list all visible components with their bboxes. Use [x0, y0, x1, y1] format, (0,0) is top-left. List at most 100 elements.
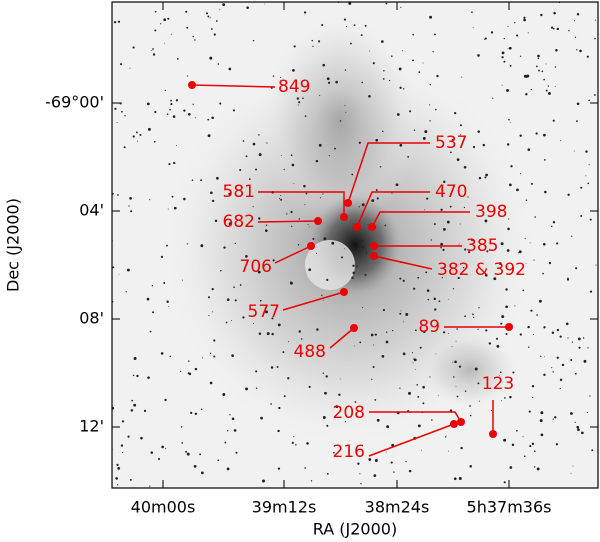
- star: [529, 242, 531, 244]
- star: [538, 69, 540, 72]
- star: [500, 400, 502, 402]
- star: [370, 333, 374, 337]
- star: [207, 15, 210, 18]
- star: [192, 103, 194, 105]
- star: [399, 387, 401, 389]
- star: [154, 29, 157, 32]
- star: [271, 317, 274, 320]
- star: [508, 218, 510, 220]
- star: [543, 356, 545, 358]
- star: [362, 307, 364, 309]
- source-label: 682: [223, 212, 255, 232]
- star: [413, 129, 416, 131]
- star: [326, 77, 330, 81]
- star: [321, 23, 324, 27]
- star: [539, 419, 543, 423]
- star: [527, 325, 530, 329]
- source-marker: [489, 430, 497, 438]
- star: [522, 289, 525, 292]
- star: [323, 237, 327, 241]
- star: [415, 368, 416, 370]
- star: [328, 155, 330, 157]
- star: [438, 300, 441, 303]
- star: [260, 416, 263, 420]
- star: [176, 58, 179, 60]
- star: [458, 477, 462, 480]
- star: [230, 320, 232, 322]
- star: [504, 214, 506, 216]
- star: [296, 97, 300, 100]
- star: [399, 277, 402, 280]
- star: [280, 194, 282, 197]
- star: [518, 252, 520, 254]
- star: [454, 111, 457, 115]
- source-marker: [505, 323, 513, 331]
- star: [407, 155, 410, 158]
- source-label: 706: [240, 257, 272, 277]
- star: [500, 322, 503, 325]
- star: [485, 329, 488, 332]
- star: [452, 361, 454, 363]
- source-label: 537: [435, 133, 467, 153]
- star: [234, 242, 236, 245]
- star: [304, 203, 306, 205]
- leader-line: [329, 327, 355, 349]
- star: [200, 408, 203, 410]
- star: [344, 248, 345, 250]
- star: [235, 299, 237, 301]
- star: [484, 38, 486, 40]
- star: [554, 85, 556, 87]
- star: [429, 120, 431, 122]
- star: [364, 24, 367, 27]
- leader-line: [274, 245, 312, 264]
- star: [560, 140, 562, 142]
- star: [137, 140, 139, 142]
- star: [120, 444, 124, 447]
- star: [594, 94, 596, 96]
- star: [426, 197, 429, 200]
- star: [228, 67, 232, 71]
- star: [587, 347, 589, 349]
- star: [518, 250, 522, 254]
- star: [478, 176, 482, 180]
- star: [359, 341, 362, 344]
- star: [419, 346, 422, 349]
- star: [160, 255, 164, 258]
- star: [131, 399, 134, 402]
- star: [226, 298, 230, 302]
- star: [305, 192, 308, 195]
- star: [379, 166, 382, 168]
- star: [291, 441, 294, 444]
- source-marker: [370, 252, 378, 260]
- star: [259, 299, 262, 302]
- star: [348, 2, 352, 5]
- star: [415, 329, 417, 332]
- star: [280, 155, 282, 156]
- star: [310, 480, 313, 482]
- star: [147, 127, 151, 131]
- star: [349, 42, 352, 45]
- star: [335, 405, 339, 409]
- source-marker: [188, 81, 196, 89]
- star: [519, 333, 522, 336]
- star: [117, 466, 121, 470]
- y-tick-label: 04': [79, 201, 104, 220]
- star: [371, 199, 375, 202]
- star: [506, 143, 510, 146]
- star: [381, 130, 384, 133]
- star: [588, 164, 590, 166]
- star: [267, 142, 269, 144]
- star: [412, 59, 414, 62]
- star: [154, 110, 157, 114]
- star: [318, 143, 322, 147]
- star: [194, 367, 198, 371]
- star: [168, 306, 170, 307]
- star: [205, 12, 209, 15]
- star: [523, 74, 527, 78]
- star: [435, 353, 437, 355]
- star: [293, 436, 295, 438]
- star: [503, 481, 506, 484]
- star: [152, 53, 156, 56]
- star: [429, 15, 433, 19]
- star: [233, 286, 235, 288]
